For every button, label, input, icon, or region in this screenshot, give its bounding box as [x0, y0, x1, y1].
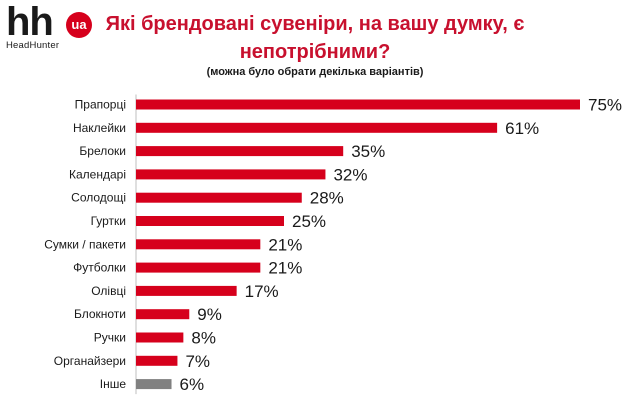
value-label: 21%: [268, 259, 302, 278]
bar: [136, 192, 302, 203]
bar: [136, 285, 237, 296]
bar: [136, 239, 261, 250]
bar: [136, 169, 326, 180]
value-label: 7%: [185, 352, 210, 371]
bar: [136, 216, 284, 226]
logo-mark: hh: [6, 0, 54, 44]
category-label: Наклейки: [73, 121, 126, 135]
category-label: Солодощі: [71, 191, 126, 205]
bar: [136, 99, 580, 110]
bar: [136, 379, 172, 390]
logo-subtitle: HeadHunter: [6, 40, 60, 51]
category-label: Брелоки: [79, 144, 126, 158]
category-label: Олівці: [91, 284, 126, 298]
value-label: 61%: [505, 119, 539, 138]
value-label: 21%: [268, 235, 302, 254]
category-label: Сумки / пакети: [44, 237, 126, 251]
value-label: 8%: [191, 329, 216, 348]
category-label: Блокноти: [74, 307, 126, 321]
logo-badge-ua: ua: [66, 12, 92, 38]
category-label: Прапорці: [75, 98, 126, 112]
value-label: 28%: [310, 189, 344, 208]
value-label: 75%: [588, 96, 622, 115]
category-label: Календарі: [69, 167, 126, 181]
value-label: 6%: [180, 375, 205, 394]
bar: [136, 262, 261, 273]
bar: [136, 332, 184, 343]
category-label: Органайзери: [54, 354, 126, 368]
chart-title: Які брендовані сувеніри, на вашу думку, …: [105, 13, 525, 63]
category-label: Футболки: [73, 261, 126, 275]
value-label: 9%: [197, 305, 222, 324]
headhunter-logo: hh ua HeadHunter: [6, 0, 106, 52]
value-label: 35%: [351, 142, 385, 161]
bar: [136, 146, 344, 157]
bar: [136, 122, 498, 133]
category-label: Інше: [100, 377, 127, 391]
chart-subtitle: (можна було обрати декілька варіантів): [206, 66, 424, 78]
value-label: 25%: [292, 212, 326, 231]
bar: [136, 309, 190, 320]
category-label: Гуртки: [91, 214, 126, 228]
value-label: 17%: [245, 282, 279, 301]
value-label: 32%: [333, 165, 367, 184]
category-label: Ручки: [94, 331, 126, 345]
bar: [136, 355, 178, 366]
